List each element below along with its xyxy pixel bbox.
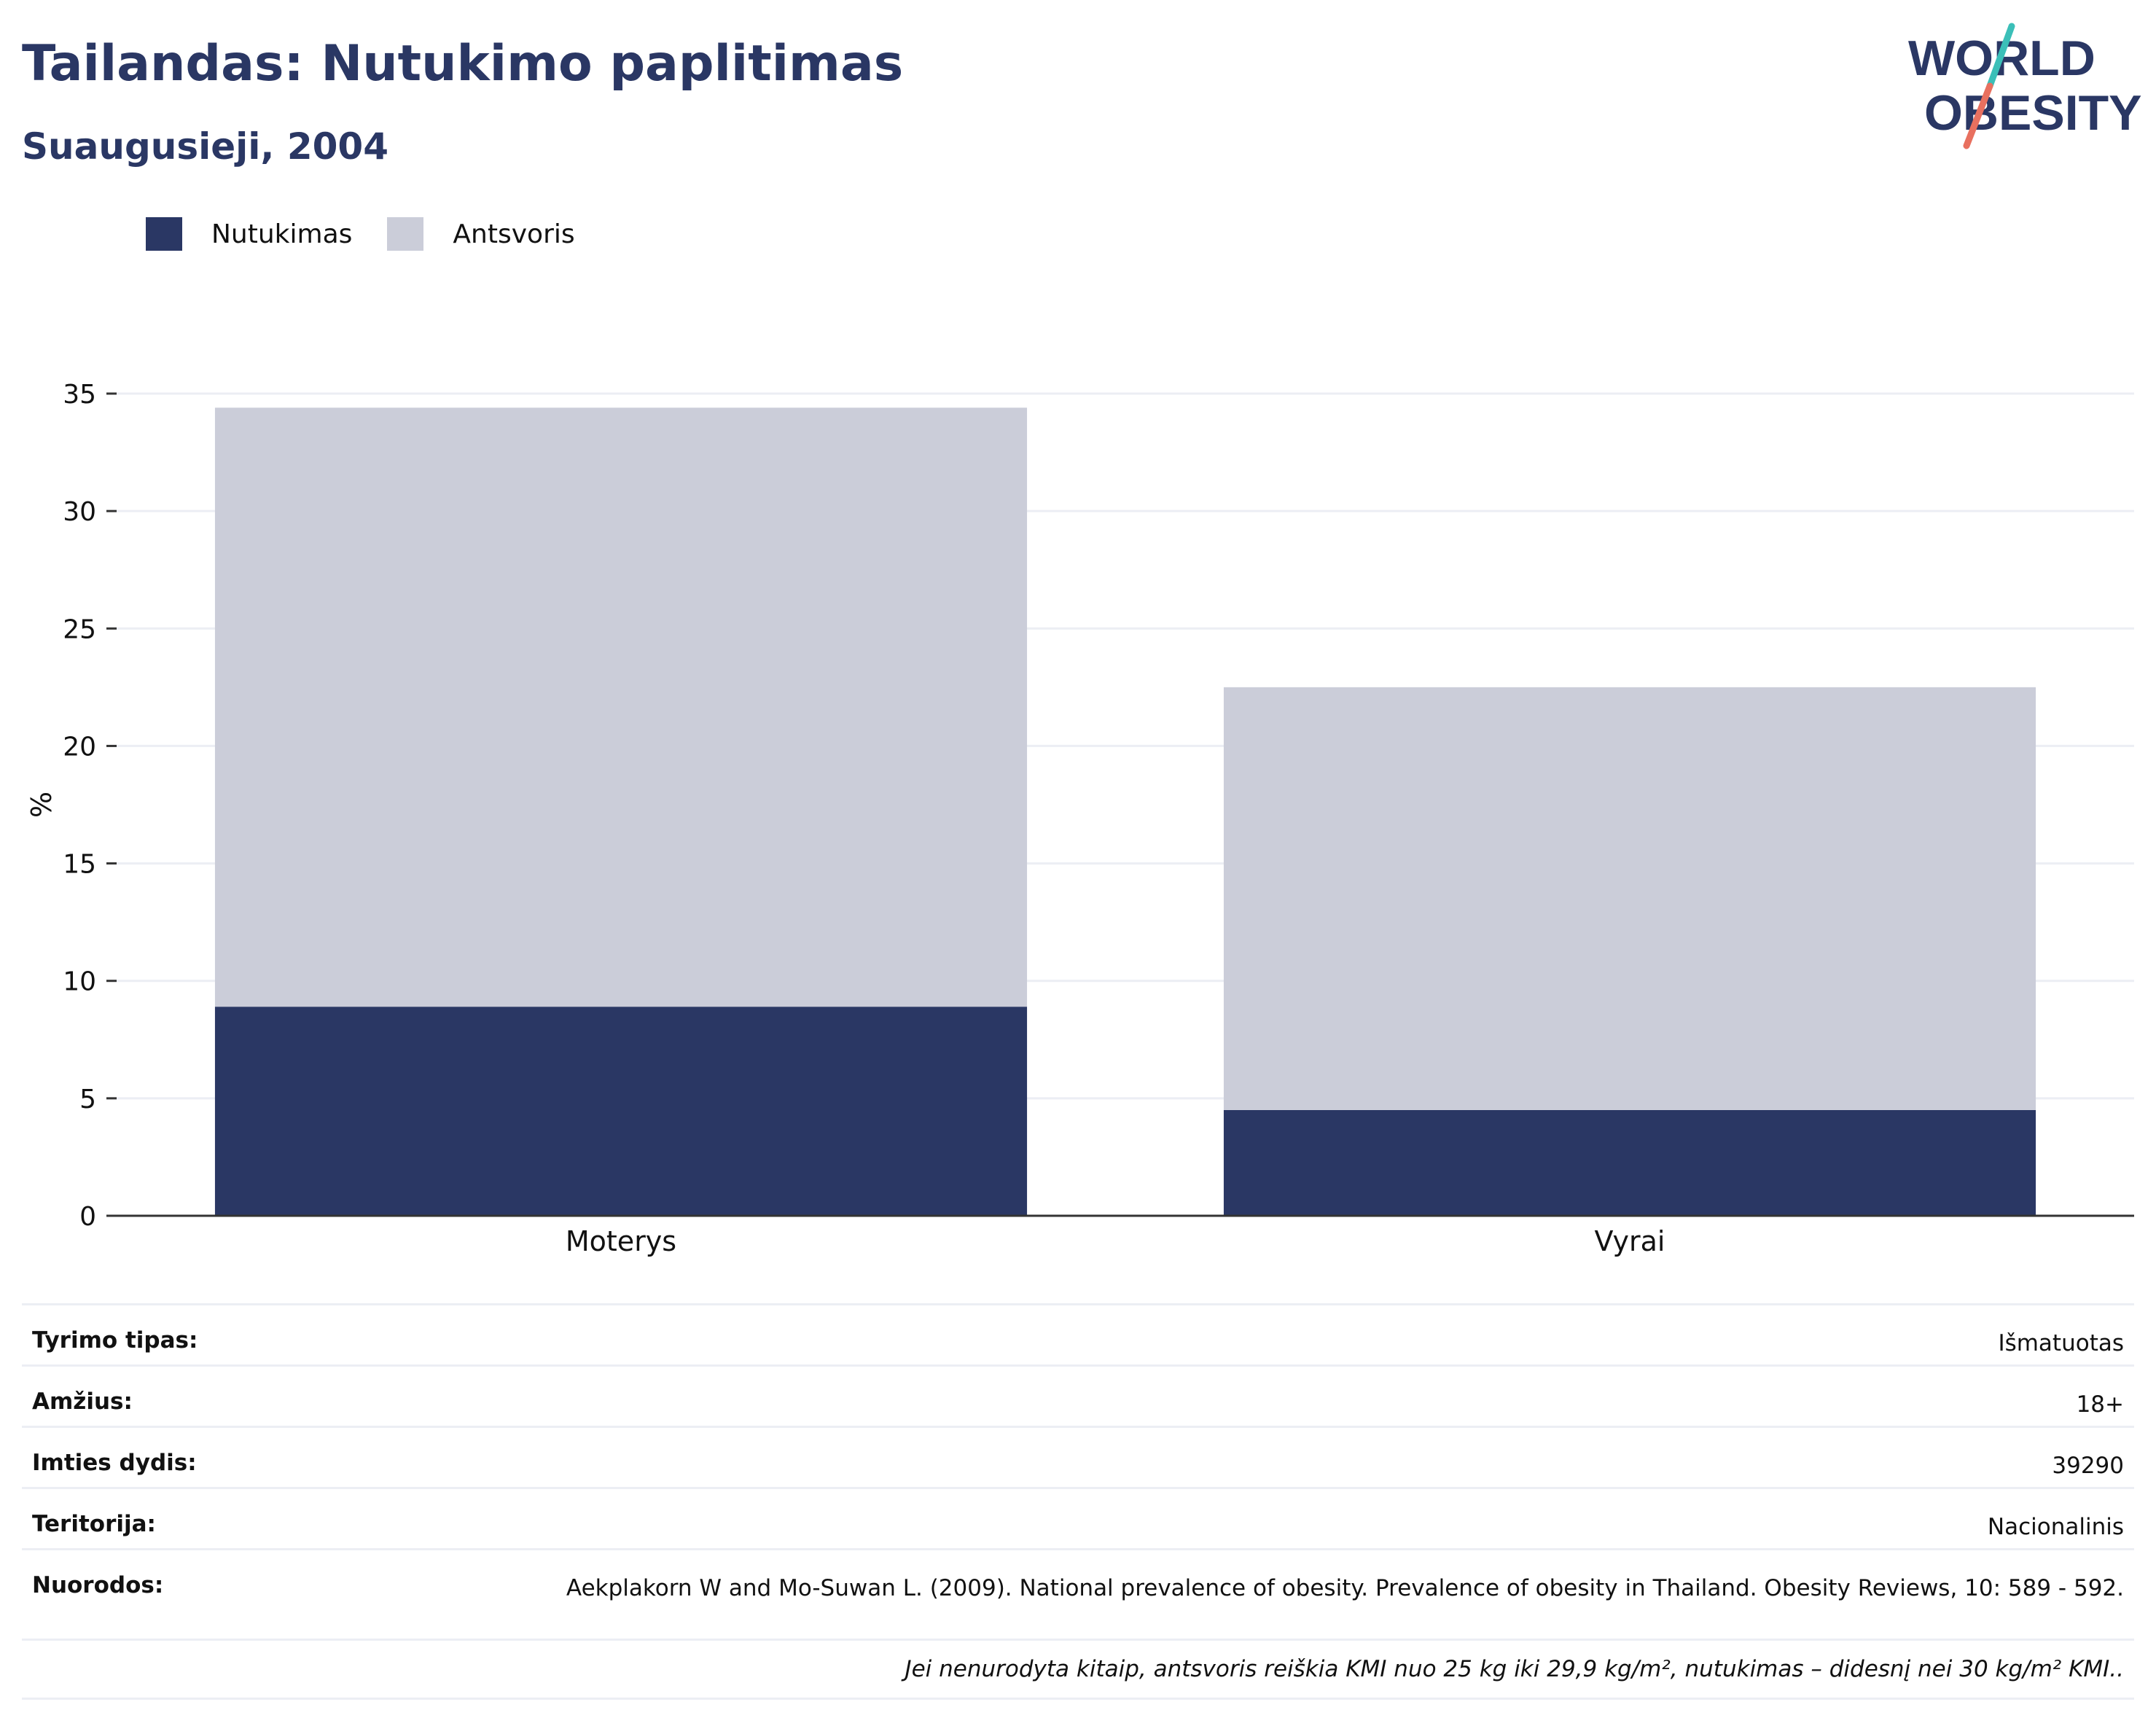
legend-swatch-obesity [146, 217, 182, 251]
y-tick-label: 10 [63, 967, 96, 997]
bar-overweight-women [214, 407, 1028, 1007]
y-axis-label: % [26, 792, 58, 818]
meta-row-references: Nuorodos: Aekplakorn W and Mo-Suwan L. (… [22, 1548, 2134, 1639]
x-tick-label: Vyrai [1595, 1225, 1665, 1257]
meta-row-age: Amžius: 18+ [22, 1364, 2134, 1426]
meta-value: 18+ [2076, 1391, 2124, 1418]
study-metadata-table: Tyrimo tipas: Išmatuotas Amžius: 18+ Imt… [22, 1303, 2134, 1700]
legend-label-overweight: Antsvoris [453, 219, 575, 249]
meta-key: Tyrimo tipas: [32, 1327, 198, 1354]
stacked-bar-chart: 0 5 10 15 20 25 30 35% Moterys Vyrai [26, 380, 2134, 1257]
meta-row-territory: Teritorija: Nacionalinis [22, 1487, 2134, 1548]
y-tick-label: 35 [63, 380, 96, 410]
y-tick-label: 0 [79, 1202, 96, 1232]
meta-value: Aekplakorn W and Mo-Suwan L. (2009). Nat… [566, 1575, 2124, 1601]
meta-key: Amžius: [32, 1389, 133, 1415]
y-tick-label: 20 [63, 732, 96, 762]
chart-subtitle: Suaugusieji, 2004 [22, 125, 388, 168]
y-tick-label: 30 [63, 497, 96, 527]
logo-slash-coral [1963, 82, 1993, 149]
y-tick-label: 15 [63, 850, 96, 880]
definition-note: Jei nenurodyta kitaip, antsvoris reiškia… [22, 1639, 2134, 1700]
x-tick-label: Moterys [566, 1225, 676, 1257]
meta-key: Teritorija: [32, 1511, 156, 1537]
meta-value: Išmatuotas [1998, 1330, 2124, 1356]
legend-item-overweight: Antsvoris [387, 217, 609, 251]
legend-item-obesity: Nutukimas [146, 217, 387, 251]
meta-row-study-type: Tyrimo tipas: Išmatuotas [22, 1303, 2134, 1364]
meta-value: 39290 [2052, 1453, 2124, 1479]
y-tick-label: 5 [79, 1085, 96, 1114]
chart-title: Tailandas: Nutukimo paplitimas [22, 35, 904, 93]
bar-overweight-men [1223, 687, 2036, 1110]
meta-value: Nacionalinis [1987, 1514, 2124, 1540]
bar-obesity-women [214, 1007, 1028, 1216]
logo-slash-teal [1986, 23, 2015, 90]
legend-label-obesity: Nutukimas [211, 219, 353, 249]
world-obesity-logo: WORLD OBESITY [1908, 23, 2142, 149]
bar-obesity-men [1223, 1109, 2036, 1216]
y-tick-label: 25 [63, 614, 96, 644]
meta-key: Nuorodos: [32, 1572, 164, 1598]
logo-word-obesity: OBESITY [1924, 85, 2142, 141]
meta-key: Imties dydis: [32, 1450, 197, 1476]
meta-row-sample-size: Imties dydis: 39290 [22, 1426, 2134, 1487]
chart-legend: Nutukimas Antsvoris [146, 217, 610, 251]
legend-swatch-overweight [387, 217, 424, 251]
